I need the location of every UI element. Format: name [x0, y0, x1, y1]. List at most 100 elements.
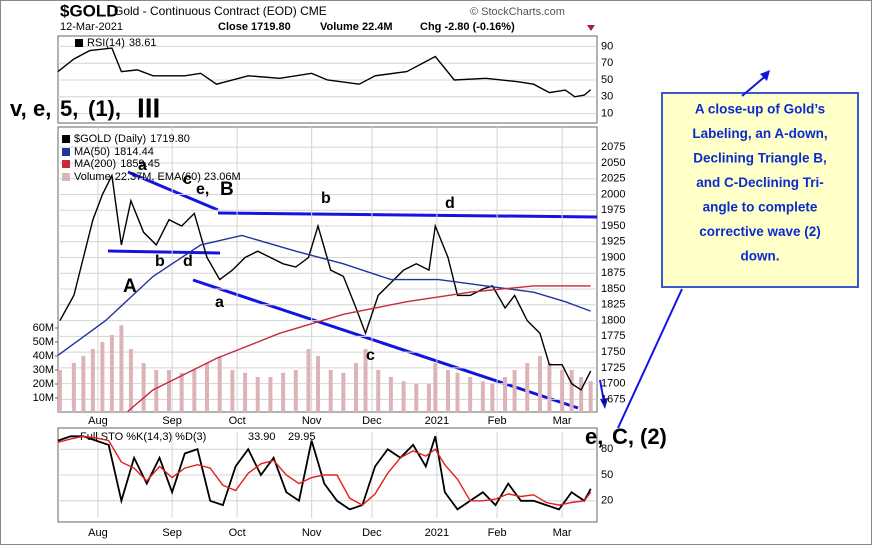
date: 12-Mar-2021	[60, 21, 123, 33]
wave-annotation: B	[220, 179, 234, 200]
note-box	[661, 92, 859, 288]
volume-bar	[445, 370, 450, 412]
volume-bar	[315, 356, 320, 412]
x-tick-label: Dec	[362, 527, 382, 539]
end-label: e,	[585, 424, 603, 449]
legend-entry: RSI(14) 38.61	[87, 37, 156, 49]
legend-swatch	[62, 148, 70, 156]
price-panel	[57, 126, 598, 413]
volume-bar	[376, 370, 381, 412]
sto-value: 29.95	[288, 431, 316, 443]
y-tick-label: 2050	[601, 157, 625, 169]
x-tick-label: Feb	[488, 415, 507, 427]
legend-entry: MA(50) 1814.44	[74, 146, 154, 158]
pointer-line	[599, 379, 605, 403]
arrow-head	[760, 70, 770, 81]
legend-value: 1814.44	[114, 146, 154, 158]
y2-tick-label: 10M	[33, 392, 54, 404]
wave-label: III	[137, 92, 160, 123]
volume-bar	[81, 356, 86, 412]
y-tick-label: 1700	[601, 378, 625, 390]
series-line	[59, 173, 592, 391]
volume-bar	[154, 370, 159, 412]
instrument-name: Gold - Continuous Contract (EOD) CME	[114, 4, 327, 18]
legend-name: MA(200)	[74, 158, 116, 170]
volume-bar	[192, 370, 197, 412]
volume-bar	[512, 370, 517, 412]
y-tick-label: 50	[601, 74, 613, 86]
x-tick-label: Dec	[362, 415, 382, 427]
sto-value: 33.90	[248, 431, 276, 443]
y-tick-label: 80	[601, 443, 613, 455]
x-tick-label: Oct	[229, 415, 246, 427]
y-tick-label: 2000	[601, 188, 625, 200]
arrow-head	[600, 398, 608, 409]
volume-bar	[537, 356, 542, 412]
volume-bar	[401, 381, 406, 412]
wave-annotation: c	[183, 171, 192, 188]
y-tick-label: 10	[601, 108, 613, 120]
volume-bar	[293, 370, 298, 412]
volume-bar	[503, 377, 508, 412]
wave-annotation: e,	[196, 181, 209, 198]
volume-bar	[414, 384, 419, 412]
y-tick-label: 1950	[601, 220, 625, 232]
y-tick-label: 1975	[601, 204, 625, 216]
series-line	[57, 234, 591, 356]
note-line: A close-up of Gold’s	[695, 102, 825, 117]
legend-value: 1719.80	[150, 133, 190, 145]
volume-bar	[328, 370, 333, 412]
volume-bar	[255, 377, 260, 412]
volume-bar	[179, 372, 184, 412]
wave-label: e,	[33, 96, 51, 121]
symbol: $GOLD	[60, 1, 119, 20]
y-tick-label: 1775	[601, 330, 625, 342]
y-tick-label: 1800	[601, 314, 625, 326]
note-line: Labeling, an A-down,	[692, 126, 827, 141]
y-tick-label: 20	[601, 495, 613, 507]
volume-bar	[547, 363, 552, 412]
end-label: C,	[612, 424, 634, 449]
y-tick-label: 1925	[601, 236, 625, 248]
y-tick-label: 1675	[601, 393, 625, 405]
x-tick-label: 2021	[425, 415, 449, 427]
pointer-line	[617, 288, 683, 429]
legend-entry: $GOLD (Daily) 1719.80	[74, 133, 190, 145]
x-tick-label: Aug	[88, 415, 108, 427]
down-arrow	[587, 25, 595, 31]
change: Chg -2.80 (-0.16%)	[420, 21, 515, 33]
note-line: corrective wave (2)	[699, 224, 821, 239]
x-tick-label: Sep	[162, 527, 182, 539]
volume-bar	[57, 370, 62, 412]
legend-value: 22.37M, EMA(60) 23.06M	[115, 171, 241, 183]
y-tick-label: 1725	[601, 362, 625, 374]
y-tick-label: 1900	[601, 251, 625, 263]
legend-value: 38.61	[129, 37, 157, 49]
volume-bar	[388, 377, 393, 412]
note-line: Declining Triangle B,	[693, 151, 827, 166]
close: Close 1719.80	[218, 21, 291, 33]
y2-tick-label: 60M	[33, 322, 54, 334]
volume-bar	[426, 384, 431, 412]
y2-tick-label: 50M	[33, 336, 54, 348]
source: © StockCharts.com	[470, 6, 565, 18]
volume-bar	[468, 377, 473, 412]
legend-name: $GOLD (Daily)	[74, 133, 146, 145]
volume-bar	[166, 370, 171, 412]
y-tick-label: 1825	[601, 299, 625, 311]
volume-bar	[480, 381, 485, 412]
y-tick-label: 70	[601, 57, 613, 69]
volume-bar	[230, 370, 235, 412]
y2-tick-label: 20M	[33, 378, 54, 390]
x-tick-label: Oct	[229, 527, 246, 539]
y-tick-label: 1875	[601, 267, 625, 279]
legend-entry: MA(200) 1859.45	[74, 158, 160, 170]
note-line: and C-Declining Tri-	[696, 175, 824, 190]
legend-name: RSI(14)	[87, 37, 125, 49]
volume-bar	[100, 342, 105, 412]
sto-title: Full STO %K(14,3) %D(3)	[80, 431, 206, 443]
y-tick-label: 30	[601, 91, 613, 103]
volume-bar	[90, 349, 95, 412]
x-tick-label: Mar	[553, 527, 572, 539]
